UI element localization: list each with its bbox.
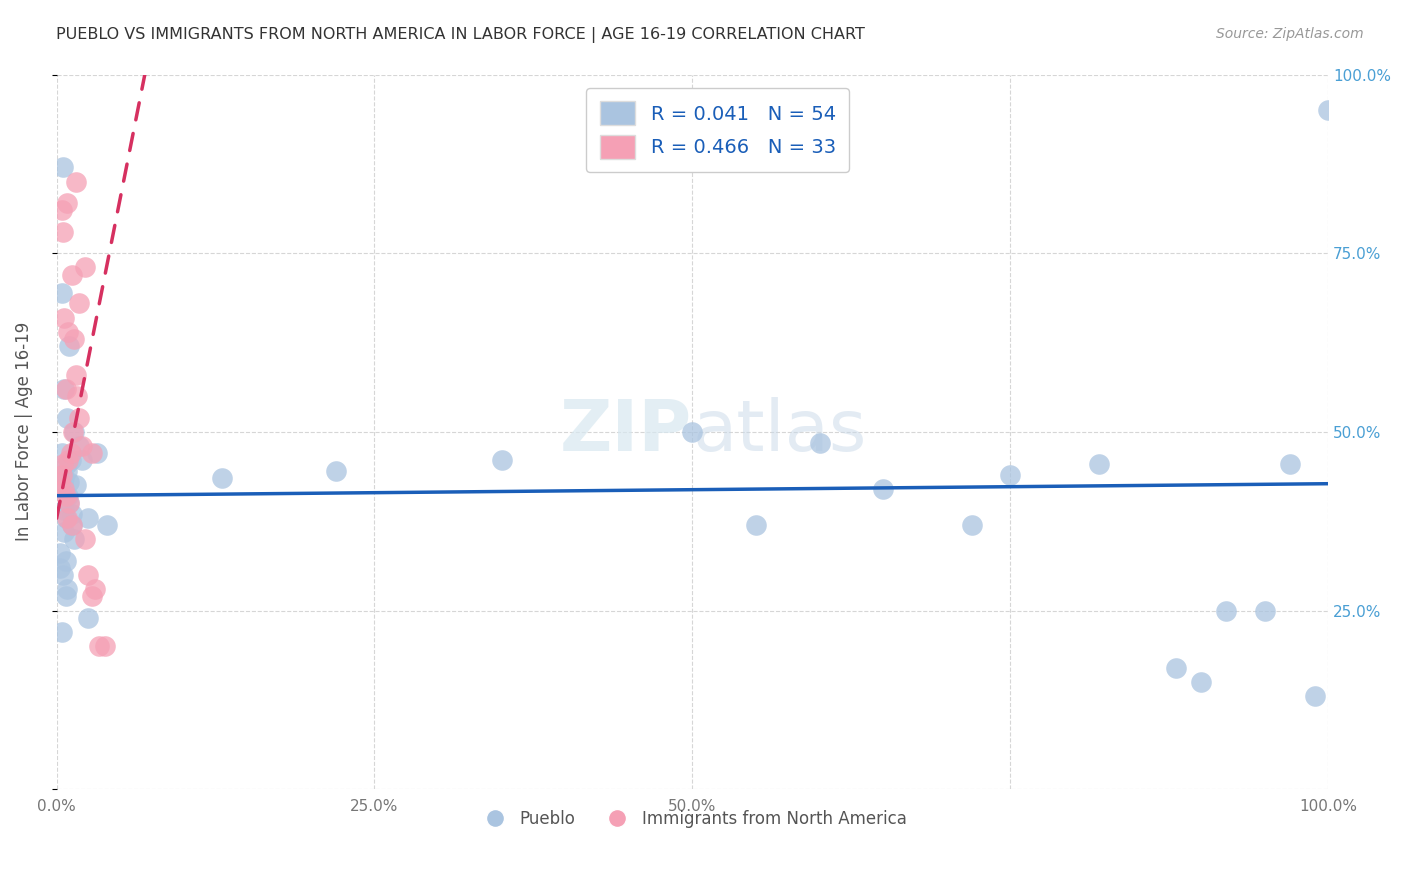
Point [60, 517, 83, 532]
Point [1215, 603, 1237, 617]
Legend: Pueblo, Immigrants from North America: Pueblo, Immigrants from North America [471, 803, 914, 835]
Point [325, 464, 347, 478]
Point [55, 510, 77, 524]
Point [55, 489, 77, 503]
Text: ZIP: ZIP [560, 397, 692, 467]
Point [77, 510, 100, 524]
Point [52, 161, 75, 175]
Point [211, 471, 233, 485]
Point [53, 310, 76, 325]
Point [65, 478, 87, 492]
Point [1253, 603, 1275, 617]
Point [58, 339, 80, 353]
Point [56, 453, 79, 467]
Point [51, 203, 73, 218]
Point [82, 589, 104, 603]
Point [59, 446, 82, 460]
Point [69, 439, 91, 453]
Point [681, 425, 703, 439]
Point [55, 589, 77, 603]
Point [63, 425, 86, 439]
Point [55, 382, 77, 396]
Point [53, 503, 76, 517]
Y-axis label: In Labor Force | Age 16-19: In Labor Force | Age 16-19 [15, 322, 32, 541]
Point [1278, 457, 1301, 471]
Point [1088, 457, 1111, 471]
Point [872, 482, 894, 496]
Point [745, 517, 768, 532]
Point [73, 532, 96, 546]
Point [53, 482, 76, 496]
Point [808, 435, 831, 450]
Point [83, 582, 105, 596]
Point [55, 553, 77, 567]
Point [1317, 103, 1340, 118]
Point [73, 260, 96, 275]
Point [87, 640, 110, 654]
Point [58, 475, 80, 489]
Point [58, 496, 80, 510]
Point [69, 296, 91, 310]
Point [49, 546, 72, 560]
Point [51, 467, 73, 482]
Point [52, 482, 75, 496]
Point [77, 567, 100, 582]
Point [56, 325, 79, 339]
Text: Source: ZipAtlas.com: Source: ZipAtlas.com [1216, 27, 1364, 41]
Point [49, 560, 72, 574]
Point [70, 439, 93, 453]
Point [65, 368, 87, 382]
Point [55, 510, 77, 524]
Point [1189, 675, 1212, 690]
Point [52, 475, 75, 489]
Point [63, 532, 86, 546]
Point [59, 453, 82, 467]
Point [60, 517, 83, 532]
Point [51, 625, 73, 640]
Text: atlas: atlas [692, 397, 866, 467]
Point [60, 507, 83, 521]
Point [65, 175, 87, 189]
Point [52, 225, 75, 239]
Point [491, 453, 513, 467]
Point [960, 517, 983, 532]
Point [55, 196, 77, 211]
Point [60, 268, 83, 282]
Point [52, 567, 75, 582]
Point [49, 475, 72, 489]
Point [51, 285, 73, 300]
Point [56, 489, 79, 503]
Point [70, 453, 93, 467]
Point [1000, 467, 1022, 482]
Point [94, 640, 117, 654]
Point [55, 410, 77, 425]
Point [55, 582, 77, 596]
Point [49, 467, 72, 482]
Point [55, 457, 77, 471]
Point [86, 446, 108, 460]
Point [96, 517, 118, 532]
Point [55, 464, 77, 478]
Point [77, 610, 100, 624]
Point [69, 410, 91, 425]
Point [63, 332, 86, 346]
Point [1164, 661, 1187, 675]
Point [52, 457, 75, 471]
Point [53, 382, 76, 396]
Point [53, 524, 76, 539]
Point [53, 471, 76, 485]
Point [1305, 690, 1327, 704]
Point [82, 446, 104, 460]
Point [66, 389, 89, 403]
Point [58, 496, 80, 510]
Text: PUEBLO VS IMMIGRANTS FROM NORTH AMERICA IN LABOR FORCE | AGE 16-19 CORRELATION C: PUEBLO VS IMMIGRANTS FROM NORTH AMERICA … [56, 27, 865, 43]
Point [62, 425, 84, 439]
Point [51, 446, 73, 460]
